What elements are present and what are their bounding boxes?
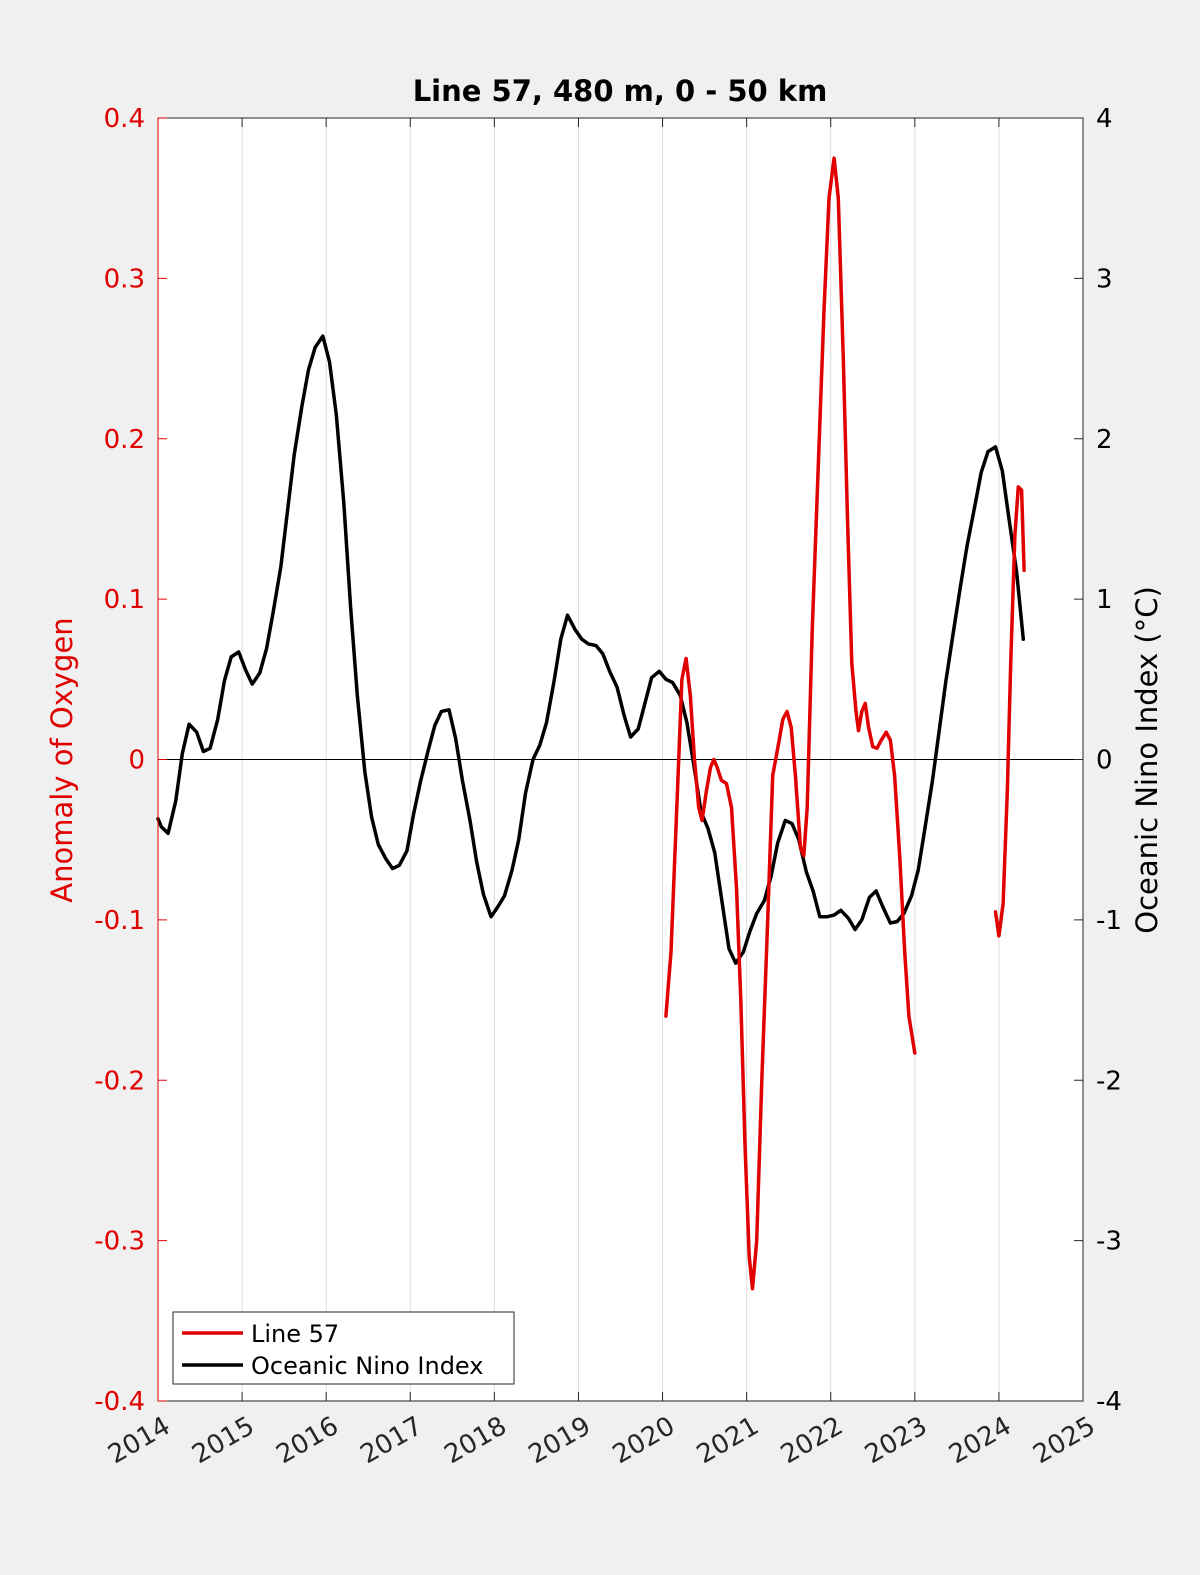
y-left-tick-label: 0.4 <box>104 104 145 134</box>
y-axis-right-label: Oceanic Nino Index (°C) <box>1130 586 1164 934</box>
y-left-tick-label: 0 <box>128 746 145 776</box>
y-right-tick-label: -4 <box>1096 1387 1122 1417</box>
y-right-tick-label: -2 <box>1096 1066 1122 1096</box>
y-left-tick-label: 0.3 <box>104 264 145 294</box>
legend-label-oceanic-nino-index: Oceanic Nino Index <box>251 1352 483 1380</box>
y-right-tick-label: 4 <box>1096 104 1113 134</box>
chart-title: Line 57, 480 m, 0 - 50 km <box>413 74 828 108</box>
y-left-tick-label: 0.2 <box>104 425 145 455</box>
y-right-tick-label: 2 <box>1096 425 1113 455</box>
legend-label-line-57: Line 57 <box>251 1320 339 1348</box>
y-left-tick-label: 0.1 <box>104 585 145 615</box>
y-right-tick-label: 0 <box>1096 746 1113 776</box>
y-right-tick-label: 3 <box>1096 264 1113 294</box>
y-left-tick-label: -0.4 <box>94 1387 145 1417</box>
y-axis-left-label: Anomaly of Oxygen <box>45 617 79 902</box>
y-left-tick-label: -0.3 <box>94 1227 145 1257</box>
legend: Line 57 Oceanic Nino Index <box>172 1311 515 1385</box>
series-layer <box>156 156 1026 1291</box>
y-left-tick-label: -0.2 <box>94 1066 145 1096</box>
series-line-line-57 <box>664 156 917 1291</box>
series-line-line-57 <box>993 485 1026 938</box>
legend-box <box>172 1311 515 1385</box>
y-left-tick-label: -0.1 <box>94 906 145 936</box>
y-right-tick-label: -1 <box>1096 906 1122 936</box>
series-line-oceanic-nino-index <box>156 334 1026 965</box>
y-right-tick-label: 1 <box>1096 585 1113 615</box>
y-right-tick-label: -3 <box>1096 1227 1122 1257</box>
